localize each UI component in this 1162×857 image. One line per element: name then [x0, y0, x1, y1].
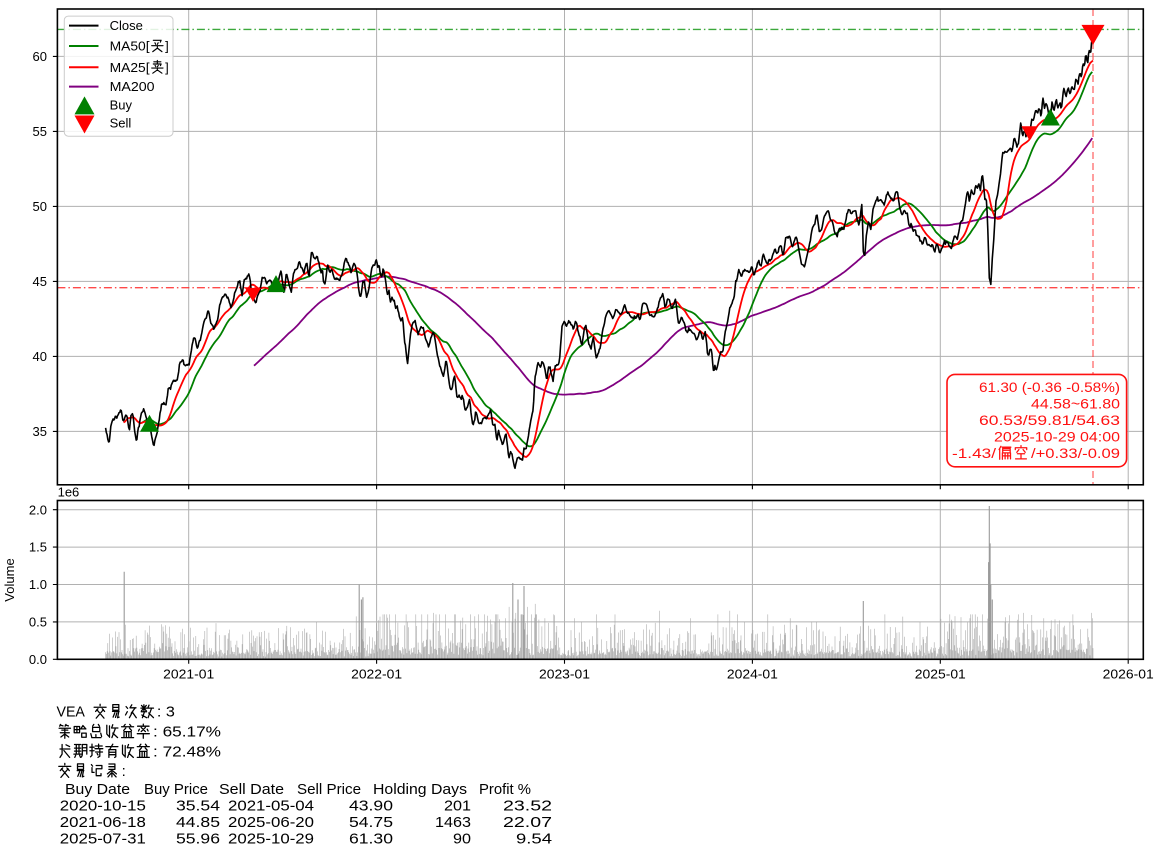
svg-text:-1.43/: -1.43/ — [952, 445, 996, 461]
svg-text:: 72.48%: : 72.48% — [153, 743, 221, 760]
svg-text:61.30 (-0.36 -0.58%): 61.30 (-0.36 -0.58%) — [979, 379, 1120, 395]
svg-text:2025-10-29 04:00: 2025-10-29 04:00 — [994, 429, 1120, 445]
svg-text:90: 90 — [453, 830, 471, 847]
svg-text:35.54: 35.54 — [176, 797, 220, 814]
svg-text:9.54: 9.54 — [516, 830, 552, 847]
svg-text:2022-01: 2022-01 — [351, 667, 402, 682]
svg-text:0.0: 0.0 — [29, 652, 47, 667]
svg-text:0.5: 0.5 — [29, 615, 47, 630]
svg-text:55.96: 55.96 — [176, 830, 220, 847]
svg-text:2024-01: 2024-01 — [727, 667, 778, 682]
svg-text:2020-10-15: 2020-10-15 — [60, 797, 146, 814]
svg-text:201: 201 — [444, 797, 471, 814]
svg-text:MA50[: MA50[ — [110, 39, 150, 54]
svg-text:2025-07-31: 2025-07-31 — [60, 830, 146, 847]
svg-text:]: ] — [165, 39, 169, 54]
svg-text::: : — [122, 763, 126, 780]
svg-text:35: 35 — [33, 424, 47, 439]
svg-text:1e6: 1e6 — [58, 484, 80, 499]
svg-text:Sell Date: Sell Date — [219, 781, 284, 798]
svg-text:Volume: Volume — [2, 558, 17, 601]
svg-text:1463: 1463 — [435, 814, 471, 831]
svg-text:Close: Close — [110, 18, 143, 33]
svg-text:Sell: Sell — [110, 116, 132, 131]
svg-text:: 65.17%: : 65.17% — [153, 724, 221, 741]
svg-text:2023-01: 2023-01 — [539, 667, 590, 682]
svg-text:MA200: MA200 — [110, 79, 155, 94]
svg-text:/+0.33/-0.09: /+0.33/-0.09 — [1031, 445, 1120, 461]
svg-text:Profit %: Profit % — [479, 781, 531, 798]
svg-text:44.85: 44.85 — [176, 814, 220, 831]
svg-text:54.75: 54.75 — [349, 814, 393, 831]
svg-text:60.53/59.81/54.63: 60.53/59.81/54.63 — [979, 412, 1120, 428]
svg-text:61.30: 61.30 — [349, 830, 393, 847]
svg-text:60: 60 — [33, 49, 47, 64]
svg-text:50: 50 — [33, 199, 47, 214]
svg-text:1.0: 1.0 — [29, 577, 47, 592]
svg-text:2025-01: 2025-01 — [915, 667, 966, 682]
svg-text:43.90: 43.90 — [349, 797, 393, 814]
svg-text:VEA: VEA — [57, 704, 85, 721]
svg-text:2026-01: 2026-01 — [1103, 667, 1154, 682]
svg-text:2025-10-29: 2025-10-29 — [228, 830, 314, 847]
svg-text:: 3: : 3 — [157, 704, 175, 721]
svg-text:23.52: 23.52 — [503, 797, 552, 814]
svg-text:2021-01: 2021-01 — [163, 667, 214, 682]
svg-text:2021-05-04: 2021-05-04 — [228, 797, 314, 814]
svg-text:Buy: Buy — [110, 98, 133, 113]
svg-text:55: 55 — [33, 124, 47, 139]
svg-text:1.5: 1.5 — [29, 540, 47, 555]
svg-text:Buy Price: Buy Price — [144, 781, 208, 798]
svg-text:2.0: 2.0 — [29, 502, 47, 517]
svg-text:Sell Price: Sell Price — [297, 781, 361, 798]
svg-text:]: ] — [165, 60, 169, 75]
svg-text:40: 40 — [33, 349, 47, 364]
svg-text:22.07: 22.07 — [503, 814, 552, 831]
svg-text:Buy Date: Buy Date — [65, 781, 130, 798]
svg-text:MA25[: MA25[ — [110, 60, 150, 75]
svg-text:2025-06-20: 2025-06-20 — [228, 814, 314, 831]
svg-text:44.58~61.80: 44.58~61.80 — [1031, 396, 1120, 412]
svg-text:45: 45 — [33, 274, 47, 289]
svg-text:2021-06-18: 2021-06-18 — [60, 814, 146, 831]
svg-text:Holding Days: Holding Days — [373, 781, 467, 798]
